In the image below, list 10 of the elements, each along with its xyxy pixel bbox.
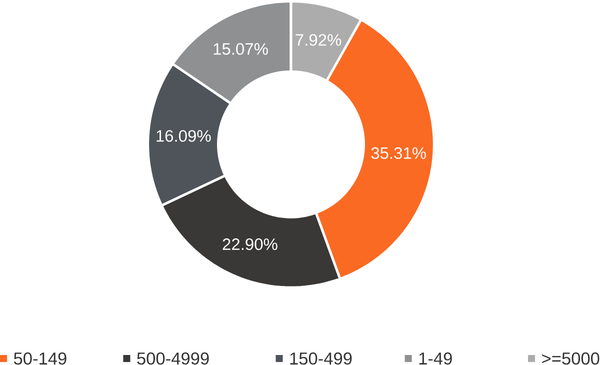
- legend-label: 1-49: [419, 352, 452, 365]
- data-label: 22.90%: [222, 238, 278, 250]
- legend-label: >=5000: [542, 352, 600, 365]
- legend-label: 500-4999: [137, 352, 209, 365]
- legend-label: 150-499: [290, 352, 352, 365]
- data-label: 15.07%: [214, 43, 268, 55]
- data-label: 16.09%: [156, 130, 211, 142]
- data-label: 7.92%: [296, 34, 342, 46]
- legend-label: 50-149: [14, 352, 66, 365]
- data-label: 35.31%: [371, 147, 426, 160]
